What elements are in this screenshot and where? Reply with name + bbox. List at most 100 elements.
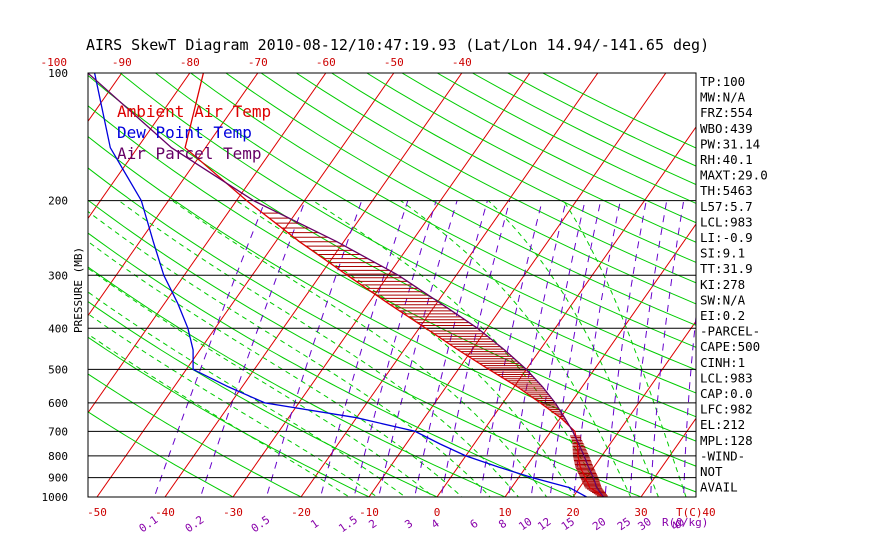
sounding-stat: PW:31.14: [700, 136, 760, 151]
sounding-stat: -PARCEL-: [700, 324, 760, 339]
sounding-stat: RH:40.1: [700, 152, 753, 167]
mixing-ratio-line: [604, 200, 647, 497]
mixing-ratio-tick-label: 2: [366, 517, 379, 531]
dry-adiabat-line: [190, 73, 696, 348]
mixing-ratio-line: [319, 200, 409, 497]
sounding-stat: LCL:983: [700, 370, 753, 385]
pressure-tick-label: 100: [48, 67, 68, 80]
mixing-ratio-line: [199, 200, 306, 497]
sounding-stat: SW:N/A: [700, 292, 746, 307]
pressure-tick-label: 600: [48, 397, 68, 410]
top-temperature-tick-label: -60: [316, 56, 336, 69]
dry-adiabat-line: [88, 105, 696, 442]
top-temperature-tick-label: -90: [112, 56, 132, 69]
dry-adiabat-line: [472, 73, 696, 186]
pressure-tick-label: 1000: [42, 491, 69, 504]
isotherm-line: [88, 73, 327, 414]
pressure-tick-label: 800: [48, 450, 68, 463]
sounding-stat: EI:0.2: [700, 308, 745, 323]
isotherm-line: [0, 64, 60, 506]
pressure-tick-label: 700: [48, 425, 68, 438]
isotherm-line: [164, 73, 463, 497]
sounding-stat: TH:5463: [700, 183, 753, 198]
moist-adiabat-line: [88, 313, 378, 497]
mixing-ratio-tick-label: 3: [402, 517, 415, 531]
mixing-ratio-tick-label: 6: [468, 517, 481, 531]
mixing-ratio-line: [153, 200, 266, 497]
temperature-tick-label: -20: [291, 506, 311, 519]
sounding-stat: LCL:983: [700, 214, 753, 229]
sounding-stat: MW:N/A: [700, 90, 746, 105]
pressure-tick-label: 900: [48, 472, 68, 485]
mixing-ratio-tick-label: 40: [669, 515, 687, 533]
mixing-ratio-tick-label: 0.2: [183, 513, 207, 535]
dry-adiabat-line: [88, 373, 303, 497]
mixing-ratio-tick-label: 25: [615, 515, 633, 533]
pressure-tick-label: 400: [48, 322, 68, 335]
top-temperature-tick-label: -80: [180, 56, 200, 69]
moist-adiabat-line: [118, 200, 520, 497]
mixing-ratio-line: [479, 200, 543, 497]
legend-item: Air Parcel Temp: [117, 144, 262, 163]
mixing-ratio-tick-label: 1.5: [336, 513, 360, 535]
mixing-ratio-tick-label: 1: [308, 517, 321, 531]
y-axis-label: PRESSURE (MB): [72, 247, 85, 333]
moist-adiabat-line: [88, 210, 491, 497]
dry-adiabat-line: [260, 73, 696, 305]
sounding-stat: CAPE:500: [700, 339, 760, 354]
dry-adiabat-line: [331, 73, 696, 263]
mixing-ratio-line: [650, 200, 685, 497]
isotherm-line: [300, 73, 599, 497]
temperature-tick-label: -30: [223, 506, 243, 519]
sounding-stat: WBO:439: [700, 121, 753, 136]
mixing-ratio-line: [683, 312, 696, 497]
dry-adiabat-line: [119, 73, 696, 394]
sounding-stat: FRZ:554: [700, 105, 753, 120]
top-temperature-tick-label: -70: [248, 56, 268, 69]
moist-adiabat-line: [312, 200, 604, 497]
isotherm-line: [640, 417, 696, 497]
legend-item: Dew Point Temp: [117, 123, 252, 142]
sounding-stat: TT:31.9: [700, 261, 753, 276]
dry-adiabat-line: [225, 73, 696, 326]
mixing-ratio-line: [353, 200, 437, 497]
isotherm-line: [504, 223, 696, 497]
temperature-tick-label: 20: [566, 506, 579, 519]
moist-adiabat-line: [236, 200, 576, 497]
sounding-stat: LI:-0.9: [700, 230, 753, 245]
temperature-tick-label: -50: [87, 506, 107, 519]
mixing-ratio-line: [629, 200, 668, 497]
mixing-ratio-line: [549, 200, 602, 497]
sounding-stat: TP:100: [700, 74, 745, 89]
isotherm-line: [572, 320, 696, 497]
mixing-ratio-tick-label: 10: [516, 515, 534, 533]
mixing-ratio-tick-label: 12: [535, 515, 553, 533]
mixing-ratio-line: [530, 200, 586, 497]
sounding-stat: -WIND-: [700, 448, 745, 463]
mixing-ratio-line: [265, 200, 363, 497]
isotherm-line: [88, 73, 259, 317]
isotherm-line: [88, 73, 191, 220]
dry-adiabat-line: [88, 411, 235, 497]
mixing-ratio-tick-label: 20: [590, 515, 608, 533]
mixing-ratio-unit-label: R(g/kg): [662, 516, 708, 529]
series-line: [184, 73, 604, 497]
sounding-stat: NOT: [700, 464, 723, 479]
sounding-stat: KI:278: [700, 277, 745, 292]
series-line: [88, 73, 605, 497]
temperature-tick-label: -10: [359, 506, 379, 519]
top-temperature-tick-label: -50: [384, 56, 404, 69]
temperature-tick-label: 30: [634, 506, 647, 519]
mixing-ratio-line: [440, 200, 511, 497]
mixing-ratio-tick-label: 8: [496, 517, 509, 531]
temperature-tick-label: 0: [434, 506, 441, 519]
legend-item: Ambient Air Temp: [117, 102, 271, 121]
sounding-stat: MPL:128: [700, 433, 753, 448]
dry-adiabat-line: [155, 73, 696, 371]
top-temperature-tick-label: -40: [452, 56, 472, 69]
dry-adiabat-line: [366, 73, 696, 243]
pressure-tick-label: 500: [48, 363, 68, 376]
moist-adiabat-line: [88, 240, 463, 497]
sounding-stat: MAXT:29.0: [700, 168, 768, 183]
